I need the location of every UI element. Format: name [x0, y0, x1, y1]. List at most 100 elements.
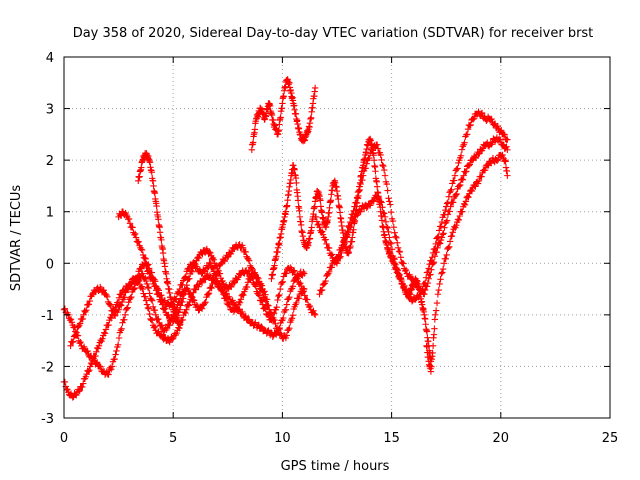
data-point [374, 145, 382, 152]
data-point [344, 231, 351, 239]
data-point [504, 136, 511, 143]
data-point [373, 183, 381, 190]
data-point [246, 275, 253, 282]
data-point [104, 293, 111, 300]
data-point [325, 244, 333, 252]
data-point [296, 207, 303, 215]
data-point [269, 333, 276, 340]
data-point [332, 258, 339, 265]
data-point [380, 209, 387, 216]
data-point [422, 274, 430, 281]
data-point [363, 204, 370, 212]
data-point [311, 310, 318, 317]
data-point [394, 270, 402, 277]
data-point [392, 233, 399, 240]
data-point [448, 186, 455, 193]
data-point [345, 229, 352, 236]
data-point [458, 146, 466, 153]
data-point [207, 284, 214, 291]
data-point [465, 193, 472, 201]
data-point [214, 277, 221, 284]
data-point [276, 291, 283, 299]
data-point [226, 301, 233, 309]
data-point [124, 285, 131, 293]
data-point [107, 315, 115, 322]
data-point [459, 208, 466, 215]
data-point [429, 342, 437, 349]
data-point [400, 260, 407, 267]
data-point [387, 240, 395, 248]
data-point [153, 202, 160, 210]
data-point [439, 231, 446, 238]
y-axis-label: SDTVAR / TECUs [9, 185, 24, 292]
data-point [288, 315, 296, 322]
data-point [446, 208, 453, 215]
data-point [374, 193, 382, 201]
data-point [213, 262, 220, 269]
data-point [283, 301, 290, 308]
data-point [177, 302, 184, 309]
plot-frame [63, 56, 611, 419]
data-point [379, 204, 386, 211]
data-point [222, 295, 230, 302]
data-point [121, 316, 128, 323]
data-point [362, 165, 370, 172]
data-point [431, 325, 438, 332]
data-point [455, 216, 463, 224]
data-point [68, 319, 76, 326]
data-point [77, 338, 84, 346]
data-point [148, 296, 155, 303]
data-point [434, 234, 441, 241]
data-point [146, 310, 153, 318]
data-point [145, 261, 152, 268]
data-point [117, 291, 124, 298]
data-point [465, 162, 473, 169]
data-point [96, 363, 104, 370]
data-point [359, 176, 366, 184]
data-point [275, 292, 282, 300]
data-point [295, 295, 303, 302]
data-point [504, 172, 511, 179]
data-point [351, 203, 358, 210]
data-point [125, 215, 133, 223]
y-tick-label: 4 [46, 51, 54, 66]
data-point [481, 166, 489, 174]
axis-ticks: 0 5 10 15 20 25 -3 -2 -1 0 1 2 3 4 [41, 51, 618, 446]
data-point [463, 131, 471, 138]
x-tick-label: 15 [383, 431, 400, 446]
data-point [503, 143, 510, 150]
data-point [453, 190, 460, 198]
data-point [135, 238, 142, 245]
data-point [252, 283, 259, 290]
data-point [370, 198, 377, 205]
data-point [387, 239, 394, 246]
data-point [428, 257, 435, 264]
data-point [76, 387, 83, 394]
data-point [169, 336, 176, 343]
data-point [461, 201, 469, 208]
data-point [397, 274, 404, 282]
data-point [213, 272, 220, 279]
x-tick-label: 0 [60, 431, 68, 446]
data-point [160, 306, 168, 313]
data-point [445, 244, 452, 252]
data-point [494, 123, 501, 130]
data-point [446, 238, 454, 245]
data-point [133, 274, 141, 281]
data-point [85, 368, 92, 375]
data-point [430, 331, 438, 338]
data-point [436, 227, 443, 234]
data-point [331, 259, 338, 266]
data-point [348, 219, 356, 227]
data-point [440, 260, 448, 267]
data-point [326, 204, 333, 211]
data-point [277, 285, 284, 293]
data-point [280, 92, 287, 100]
data-point [460, 172, 467, 179]
data-point [73, 329, 80, 336]
data-point [454, 165, 461, 172]
data-point [76, 320, 84, 327]
y-tick-label: -1 [41, 309, 54, 324]
data-point [423, 328, 431, 335]
data-point [300, 268, 307, 276]
